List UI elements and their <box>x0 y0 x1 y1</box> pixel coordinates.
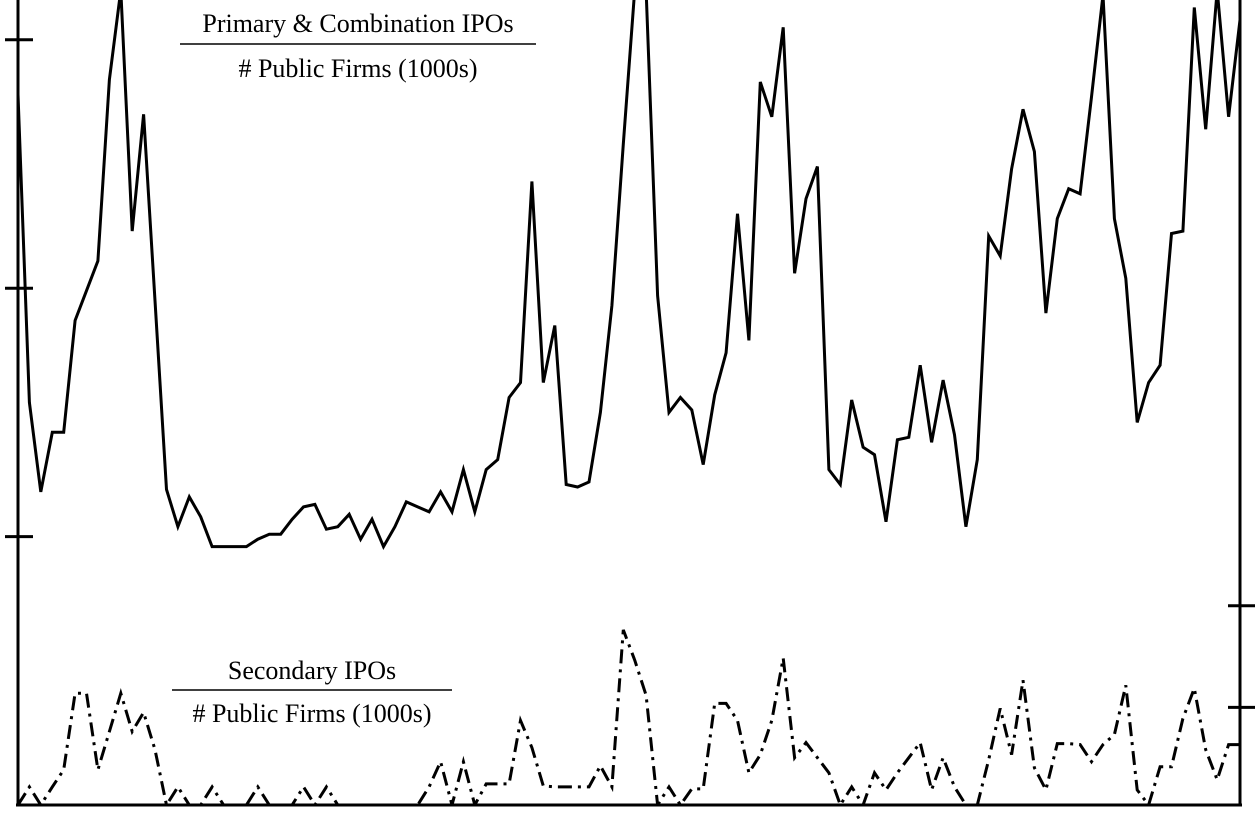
data-line <box>18 0 1240 550</box>
annotation: Secondary IPOs # Public Firms (1000s) <box>172 656 452 728</box>
annotation: Primary & Combination IPOs # Public Firm… <box>180 9 536 83</box>
annotation-denominator: # Public Firms (1000s) <box>238 54 477 83</box>
annotation-numerator: Secondary IPOs <box>228 656 396 685</box>
data-line <box>18 629 1240 806</box>
annotation-numerator: Primary & Combination IPOs <box>202 9 513 38</box>
annotation-denominator: # Public Firms (1000s) <box>192 699 431 728</box>
